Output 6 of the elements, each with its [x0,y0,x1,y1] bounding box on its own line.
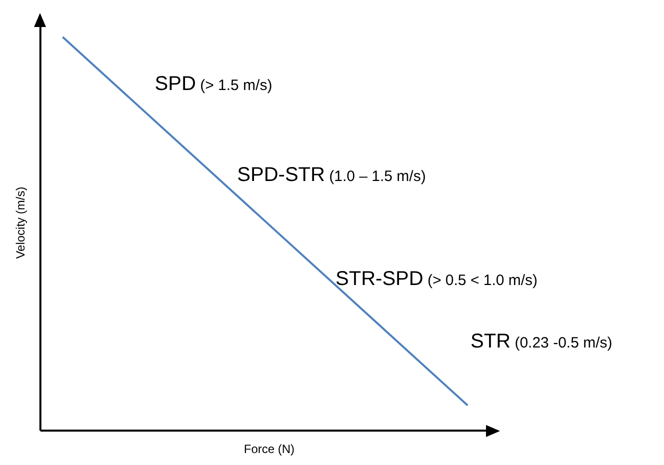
annotation: SPD (> 1.5 m/s) [154,72,272,95]
x-axis-title: Force (N) [244,442,295,456]
annotation: SPD-STR (1.0 – 1.5 m/s) [237,164,426,186]
annotation: STR-SPD (> 0.5 < 1.0 m/s) [336,268,538,290]
annotation: STR (0.23 -0.5 m/s) [470,330,612,352]
y-axis-title: Velocity (m/s) [14,186,28,259]
